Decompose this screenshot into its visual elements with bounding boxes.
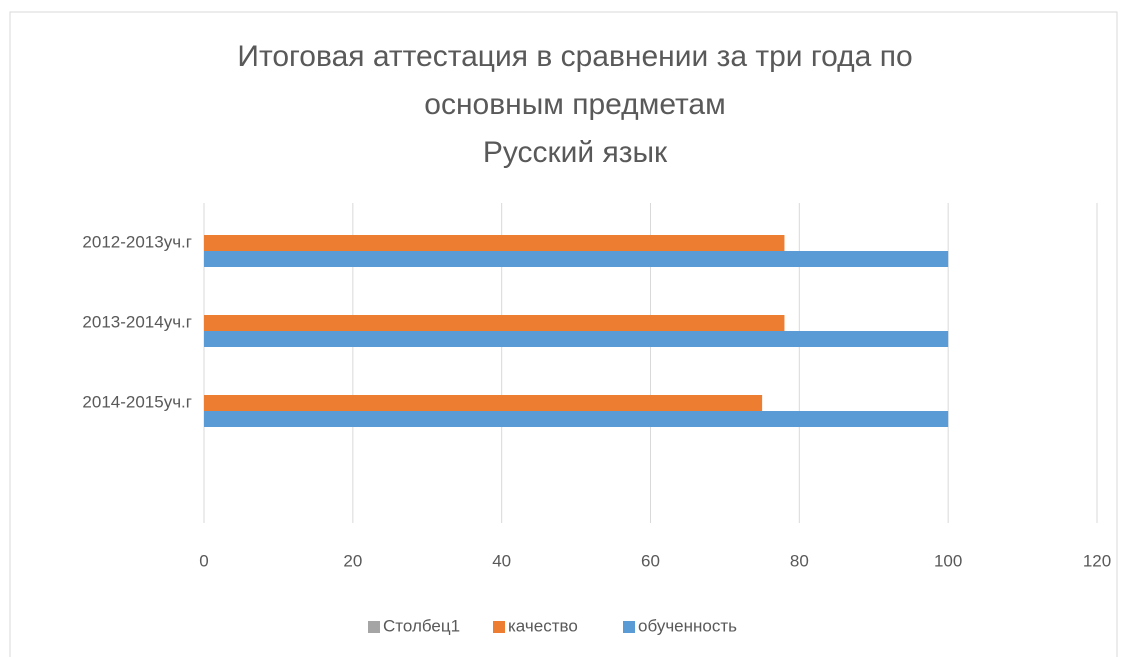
x-tick-label: 120 — [1083, 551, 1111, 570]
bar — [204, 315, 785, 331]
y-tick-label: 2014-2015уч.г — [82, 392, 192, 411]
legend-label: качество — [508, 616, 578, 635]
x-tick-label: 20 — [343, 551, 362, 570]
legend-swatch — [368, 621, 380, 633]
chart-title: Русский язык — [483, 136, 668, 169]
x-tick-label: 0 — [199, 551, 208, 570]
bar — [204, 395, 763, 411]
bar — [204, 331, 949, 347]
bar — [204, 235, 785, 251]
x-tick-label: 60 — [641, 551, 660, 570]
legend-swatch — [493, 621, 505, 633]
bar — [204, 411, 949, 427]
x-tick-label: 100 — [934, 551, 962, 570]
y-tick-label: 2013-2014уч.г — [82, 312, 192, 331]
bar — [204, 251, 949, 267]
chart-title: Итоговая аттестация в сравнении за три г… — [237, 40, 912, 73]
legend-label: Столбец1 — [383, 616, 460, 635]
legend-label: обученность — [638, 616, 737, 635]
x-tick-label: 80 — [790, 551, 809, 570]
y-tick-label: 2012-2013уч.г — [82, 232, 192, 251]
legend-swatch — [623, 621, 635, 633]
chart-title: основным предметам — [424, 88, 725, 121]
x-tick-label: 40 — [492, 551, 511, 570]
